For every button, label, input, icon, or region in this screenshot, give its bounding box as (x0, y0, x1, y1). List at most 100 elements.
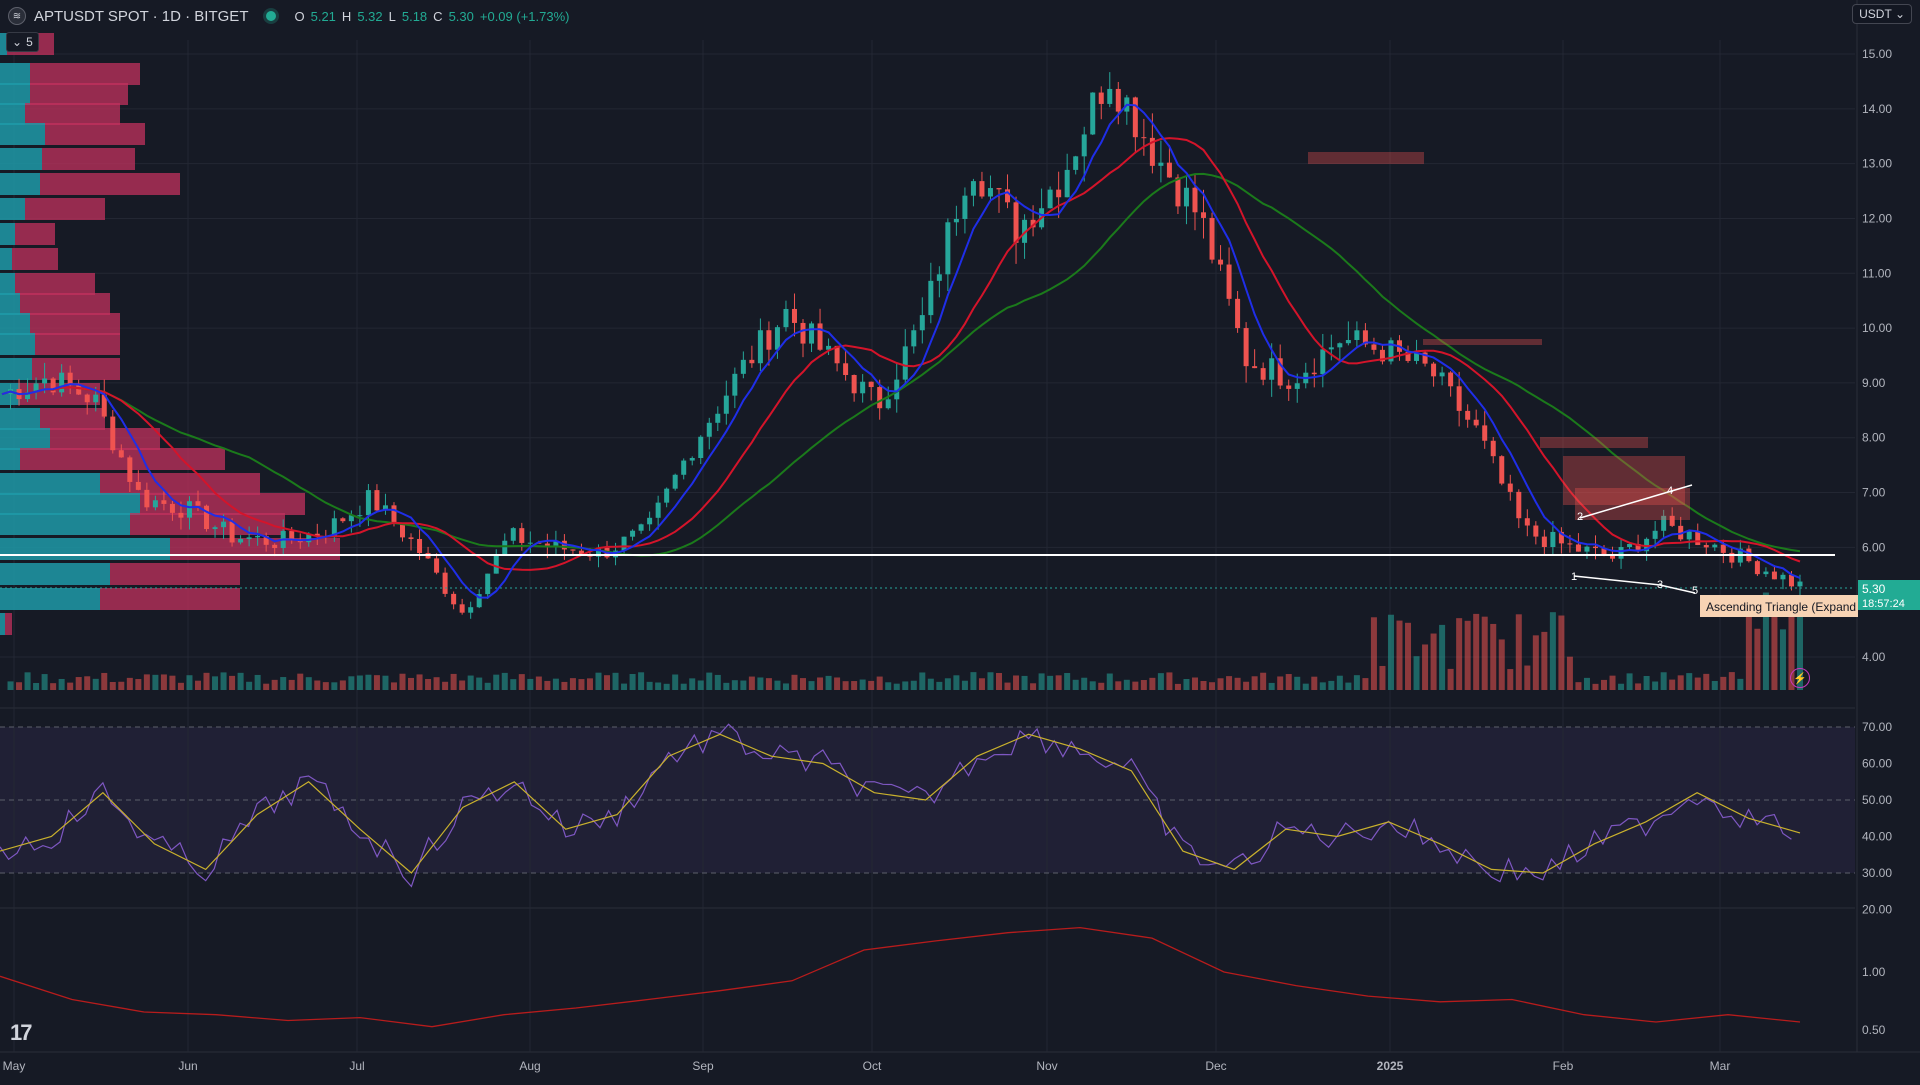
volume-bar (595, 672, 602, 690)
time-axis-label: 2025 (1377, 1059, 1404, 1073)
candle-body (1277, 358, 1283, 386)
volume-profile-up-bar (0, 613, 5, 635)
volume-bar (1302, 683, 1309, 690)
volume-bar (75, 677, 82, 690)
tradingview-logo-icon[interactable]: 17 (10, 1020, 33, 1045)
candle-body (1320, 349, 1326, 375)
volume-bar (1754, 628, 1761, 690)
volume-bar (1047, 675, 1054, 690)
volume-bar (1728, 672, 1735, 690)
candle-body (485, 573, 491, 595)
volume-bar (348, 676, 355, 690)
volume-bar (50, 683, 57, 690)
volume-bar (41, 674, 48, 690)
market-status-icon[interactable] (266, 11, 277, 21)
volume-bar (1004, 682, 1011, 690)
volume-bar (101, 672, 108, 690)
candle-body (382, 505, 388, 511)
volume-bar (586, 678, 593, 690)
volume-bar (7, 681, 14, 690)
candle-body (757, 330, 763, 364)
volume-bar (246, 681, 253, 690)
volume-profile-down-bar (32, 358, 120, 380)
ma-fast-line (1, 103, 1801, 599)
volume-bar (672, 674, 679, 690)
lightning-icon[interactable]: ⚡ (1790, 668, 1810, 688)
candle-body (945, 222, 951, 275)
volume-profile-up-bar (0, 123, 45, 145)
candle-body (1081, 134, 1087, 157)
volume-bar (1711, 680, 1718, 690)
volume-bar (527, 678, 534, 690)
candle-body (732, 373, 738, 396)
volume-bar (288, 679, 295, 690)
candle-body (1788, 574, 1794, 587)
candle-body (655, 502, 661, 518)
volume-profile-down-bar (20, 293, 110, 315)
volume-bar (280, 677, 287, 690)
volume-bar (382, 675, 389, 690)
symbol-title[interactable]: APTUSDT SPOT · 1D · BITGET (34, 7, 249, 25)
candle-body (723, 395, 729, 414)
candle-body (1422, 352, 1428, 364)
candle-body (1090, 92, 1096, 135)
currency-selector[interactable]: USDT ⌄ (1852, 4, 1912, 24)
volume-bar (322, 682, 329, 690)
time-axis-label: Oct (863, 1059, 882, 1073)
volume-bar (1353, 675, 1360, 690)
volume-bar (604, 675, 611, 690)
volume-bar (868, 680, 875, 690)
volume-bar (1166, 672, 1173, 690)
indicators-collapse-button[interactable]: ⌄ 5 (6, 32, 39, 52)
volume-bar (774, 680, 781, 690)
candle-body (979, 181, 985, 197)
price-tick-label: 10.00 (1862, 321, 1892, 335)
volume-profile-up-bar (0, 33, 7, 55)
candle-body (1405, 351, 1411, 361)
candle-body (885, 399, 891, 409)
candle-body (1371, 344, 1377, 350)
supply-zone (1423, 339, 1542, 345)
candle-body (1431, 363, 1437, 377)
candle-body (459, 604, 465, 613)
volume-profile-down-bar (25, 198, 105, 220)
volume-bar (390, 682, 397, 690)
rsi-tick-label: 20.00 (1862, 903, 1892, 917)
volume-profile-up-bar (0, 63, 30, 85)
volume-bar (1422, 644, 1429, 690)
candle-body (1456, 386, 1462, 411)
candle-body (1056, 189, 1062, 198)
candle-body (1507, 483, 1513, 492)
candle-body (374, 490, 380, 511)
volume-bar (1532, 635, 1539, 690)
candle-body (843, 363, 849, 376)
volume-bar (1285, 674, 1292, 690)
volume-group (7, 592, 1803, 690)
candle-body (1414, 352, 1420, 361)
volume-bar (706, 672, 713, 690)
price-tick-label: 12.00 (1862, 211, 1892, 225)
volume-bar (1030, 683, 1037, 690)
time-axis-label: May (3, 1059, 26, 1073)
volume-bar (143, 674, 150, 690)
candle-body (928, 280, 934, 316)
candle-body (1388, 340, 1394, 362)
volume-bar (1405, 622, 1412, 690)
candle-body (1754, 561, 1760, 575)
volume-bar (544, 680, 551, 690)
volume-profile-up-bar (0, 428, 50, 450)
volume-bar (1021, 675, 1028, 690)
volume-bar (1788, 599, 1795, 690)
candle-body (93, 394, 99, 403)
time-axis-label: Aug (519, 1059, 540, 1073)
candle-body (1575, 544, 1581, 552)
volume-bar (1268, 682, 1275, 690)
volume-bar (1524, 665, 1531, 690)
volume-bar (714, 674, 721, 690)
candle-body (263, 535, 269, 545)
candle-body (1209, 217, 1215, 260)
candle-body (340, 518, 346, 522)
volume-bar (748, 676, 755, 690)
volume-bar (1345, 682, 1352, 690)
